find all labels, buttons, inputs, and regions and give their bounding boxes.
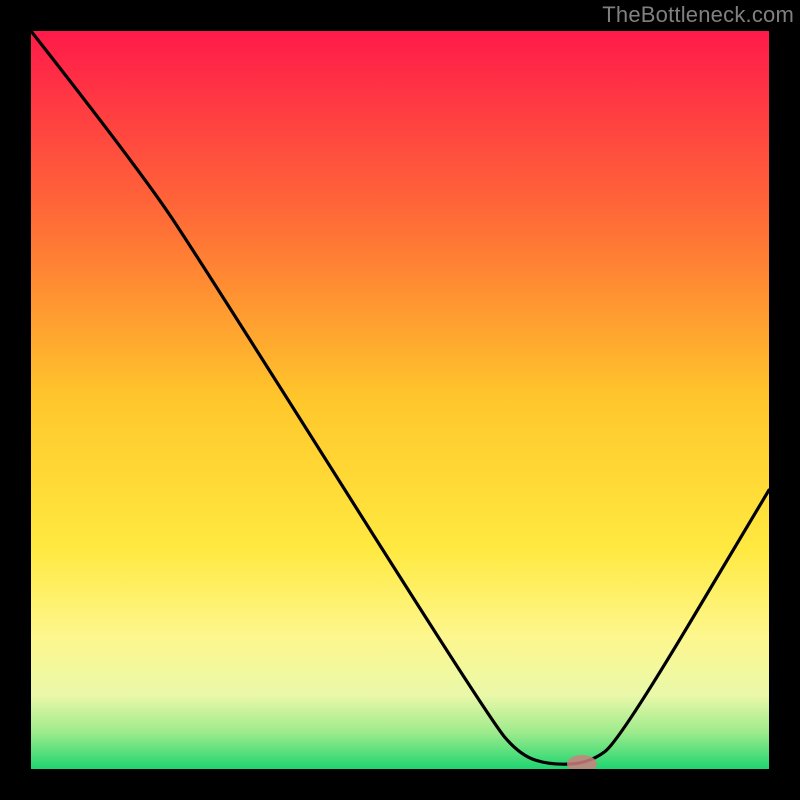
chart-container: { "watermark": { "text": "TheBottleneck.… bbox=[0, 0, 800, 800]
optimal-marker bbox=[567, 755, 597, 773]
plot-background bbox=[31, 31, 769, 769]
chart-svg bbox=[0, 0, 800, 800]
watermark-text: TheBottleneck.com bbox=[602, 2, 794, 28]
